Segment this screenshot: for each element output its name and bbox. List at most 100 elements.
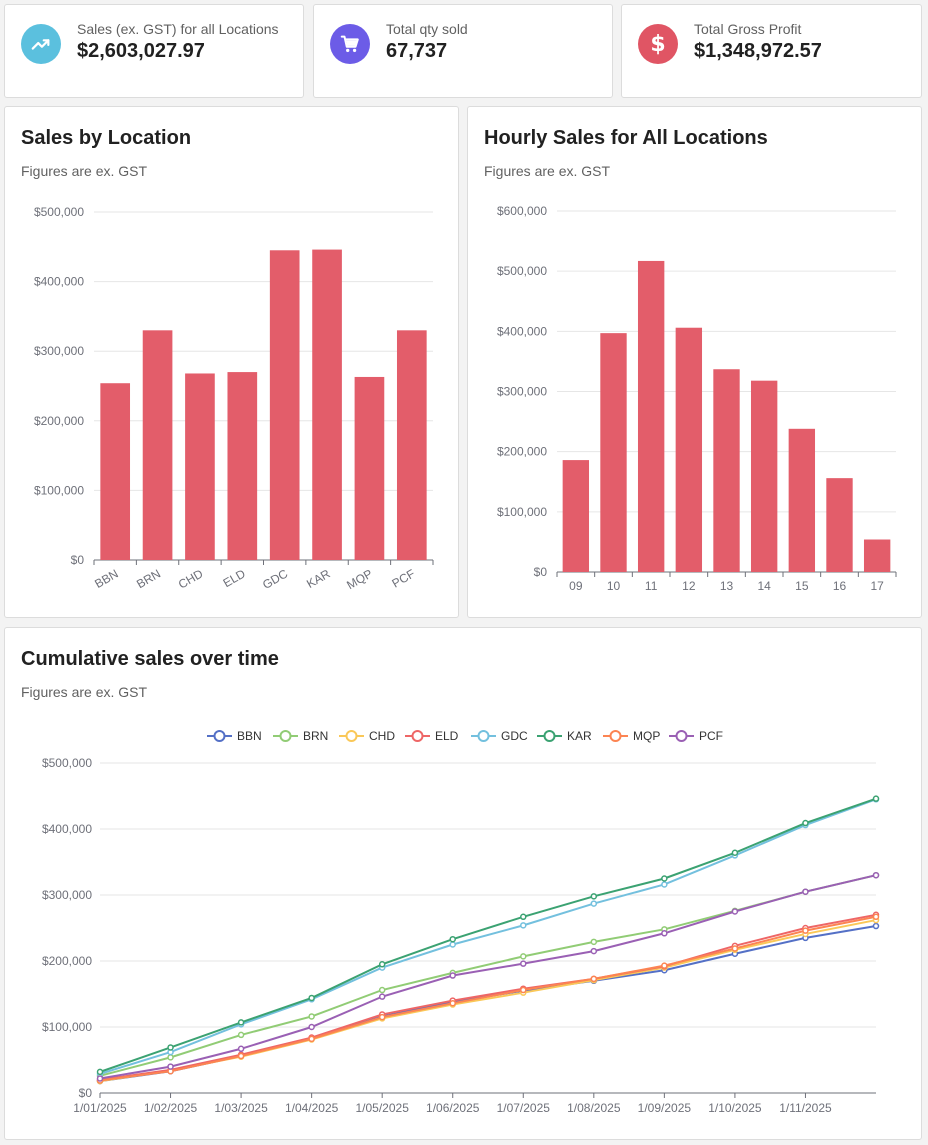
x-tick-label: 16	[833, 579, 847, 593]
point-BRN	[167, 1054, 174, 1061]
point-MQP	[378, 1013, 386, 1021]
point-MQP	[308, 1035, 315, 1043]
series-line-CHD	[99, 919, 877, 1083]
x-tick-label: 1/04/2025	[285, 1101, 339, 1115]
point-PCF	[237, 1045, 245, 1053]
chart-title: Hourly Sales for All Locations	[484, 127, 768, 149]
legend-label-CHD: CHD	[369, 729, 395, 743]
point-KAR	[731, 849, 739, 857]
series-line-MQP	[99, 915, 877, 1082]
point-PCF	[661, 930, 668, 937]
y-tick-label: $200,000	[497, 445, 547, 459]
chart-title: Sales by Location	[21, 127, 192, 149]
point-BRN	[378, 986, 386, 994]
point-GDC	[661, 881, 668, 888]
point-PCF	[378, 993, 386, 1000]
y-tick-label: $400,000	[42, 822, 92, 836]
kpi-card-profit: $ Total Gross Profit $1,348,972.57	[621, 4, 922, 98]
x-tick-label: KAR	[304, 566, 333, 591]
y-tick-label: $300,000	[42, 888, 92, 902]
bar-14	[750, 380, 778, 572]
kpi-card-sales: Sales (ex. GST) for all Locations $2,603…	[4, 4, 304, 98]
kpi-value: $1,348,972.57	[694, 40, 822, 62]
x-tick-label: 14	[757, 579, 771, 593]
point-BRN	[520, 953, 527, 960]
point-MQP	[590, 975, 598, 983]
legend-marker-BRN	[279, 730, 292, 742]
bar-CHD	[185, 373, 215, 560]
legend-marker-CHD	[345, 730, 358, 742]
legend-marker-BBN	[213, 730, 226, 742]
x-tick-label: 1/09/2025	[638, 1101, 692, 1115]
point-KAR	[590, 893, 598, 900]
legend-marker-PCF	[675, 730, 688, 742]
bar-KAR	[312, 249, 342, 561]
y-tick-label: $300,000	[497, 385, 547, 399]
y-tick-label: $200,000	[42, 954, 92, 968]
legend-label-KAR: KAR	[567, 729, 592, 743]
hourly-sales-chart: $0 $100,000 $200,000 $300,000 $400,000 $500,0…	[497, 204, 897, 593]
point-MQP	[802, 927, 809, 934]
chart-subtitle: Figures are ex. GST	[484, 163, 611, 179]
chart-title: Cumulative sales over time	[21, 648, 279, 670]
point-PCF	[520, 960, 527, 967]
chart-subtitle: Figures are ex. GST	[21, 684, 148, 700]
point-BRN	[237, 1031, 245, 1039]
y-tick-label: $100,000	[34, 483, 84, 497]
point-PCF	[731, 908, 739, 915]
y-tick-label: $600,000	[497, 204, 547, 218]
x-tick-label: 1/10/2025	[708, 1101, 762, 1115]
point-PCF	[872, 871, 880, 879]
legend-label-ELD: ELD	[435, 729, 459, 743]
x-tick-label: 10	[607, 579, 621, 593]
x-tick-label: 13	[720, 579, 734, 593]
bar-GDC	[269, 250, 300, 560]
sales-by-location-card: Sales by Location Figures are ex. GST $0…	[4, 106, 459, 618]
point-KAR	[96, 1068, 104, 1076]
x-tick-label: BBN	[92, 566, 120, 590]
y-tick-label: $400,000	[34, 275, 84, 289]
bar-ELD	[227, 372, 258, 560]
x-tick-label: 1/02/2025	[144, 1101, 198, 1115]
point-PCF	[802, 888, 809, 895]
point-KAR	[237, 1019, 245, 1026]
legend-label-PCF: PCF	[699, 729, 723, 743]
bar-BRN	[142, 330, 173, 560]
point-MQP	[449, 999, 456, 1007]
series-line-ELD	[99, 913, 877, 1081]
point-PCF	[308, 1023, 315, 1031]
bar-BBN	[100, 383, 131, 560]
series-line-PCF	[99, 874, 877, 1080]
trending-up-icon	[21, 24, 61, 64]
legend-marker-GDC	[477, 730, 490, 742]
x-tick-label: 1/06/2025	[426, 1101, 480, 1115]
y-tick-label: $100,000	[497, 505, 547, 519]
x-tick-label: PCF	[390, 566, 418, 590]
y-tick-label: $0	[534, 565, 548, 579]
point-MQP	[872, 913, 880, 921]
legend-marker-ELD	[411, 730, 424, 742]
chart-subtitle: Figures are ex. GST	[21, 163, 148, 179]
y-tick-label: $200,000	[34, 414, 84, 428]
y-tick-label: $100,000	[42, 1020, 92, 1034]
point-KAR	[449, 935, 456, 943]
series-line-BBN	[99, 925, 877, 1083]
point-PCF	[590, 947, 598, 955]
point-GDC	[520, 922, 527, 929]
point-BRN	[590, 938, 598, 946]
bar-13	[713, 369, 740, 572]
series-line-GDC	[99, 798, 877, 1075]
dollar-icon: $	[638, 24, 678, 64]
cumulative-sales-chart: $0 $100,000 $200,000 $300,000 $400,000 $500,0…	[42, 729, 880, 1115]
point-MQP	[661, 962, 668, 969]
point-PCF	[167, 1063, 174, 1070]
cart-icon	[330, 24, 370, 64]
x-tick-label: MQP	[344, 566, 375, 592]
legend-label-BBN: BBN	[237, 729, 262, 743]
point-BRN	[308, 1013, 315, 1020]
point-MQP	[731, 945, 739, 952]
bar-12	[675, 327, 703, 572]
point-KAR	[308, 994, 315, 1002]
point-MQP	[520, 986, 527, 994]
legend-label-GDC: GDC	[501, 729, 528, 743]
